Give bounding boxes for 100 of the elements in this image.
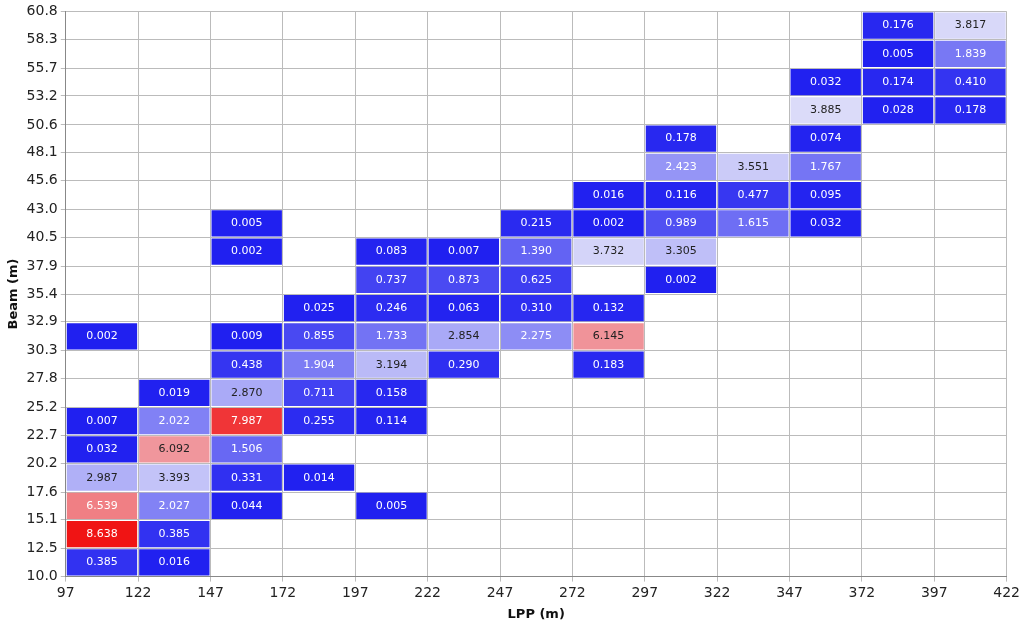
data-label: 3.305	[665, 244, 697, 258]
x-tick-label: 347	[776, 583, 803, 600]
data-label: 0.855	[303, 329, 335, 343]
data-label: 3.393	[158, 470, 191, 484]
data-label: 0.132	[592, 300, 625, 314]
data-label: 1.615	[737, 216, 770, 230]
y-tick-label: 12.5	[26, 539, 58, 556]
data-label: 0.625	[520, 272, 552, 286]
data-label: 0.438	[230, 357, 263, 371]
data-label: 6.145	[592, 329, 625, 343]
data-label: 0.989	[665, 216, 697, 230]
data-label: 0.005	[882, 46, 914, 60]
data-label: 0.255	[303, 414, 335, 428]
y-tick-label: 17.6	[26, 482, 58, 499]
x-tick-label: 147	[197, 583, 224, 600]
y-tick-label: 32.9	[26, 312, 58, 329]
data-label: 0.007	[448, 244, 480, 258]
data-label: 0.176	[882, 18, 914, 32]
y-tick-label: 45.6	[26, 171, 58, 188]
data-label: 2.022	[158, 414, 191, 428]
y-tick-label: 30.3	[26, 341, 58, 358]
data-label: 1.767	[809, 159, 842, 173]
data-label: 1.733	[375, 329, 408, 343]
y-tick-label: 53.2	[26, 86, 58, 103]
y-tick-label: 10.0	[26, 567, 58, 584]
x-tick-label: 422	[993, 583, 1021, 600]
y-tick-label: 48.1	[26, 143, 58, 160]
x-tick-label: 397	[920, 583, 948, 600]
data-label: 3.551	[737, 159, 770, 173]
data-label: 3.194	[375, 357, 408, 371]
x-tick-label: 372	[848, 583, 876, 600]
data-label: 0.009	[230, 329, 263, 343]
data-label: 2.027	[158, 498, 191, 512]
data-label: 0.007	[86, 414, 118, 428]
x-tick-label: 297	[631, 583, 659, 600]
x-tick-label: 197	[341, 583, 369, 600]
data-label: 8.638	[86, 527, 118, 541]
data-label: 0.063	[448, 300, 480, 314]
y-tick-label: 25.2	[26, 398, 58, 415]
data-label: 3.732	[592, 244, 625, 258]
x-tick-label: 322	[703, 583, 731, 600]
data-label: 0.032	[809, 74, 842, 88]
data-label: 0.005	[375, 498, 408, 512]
y-tick-label: 58.3	[26, 29, 58, 46]
data-label: 2.275	[520, 329, 552, 343]
data-label: 0.711	[303, 385, 335, 399]
data-label: 1.904	[303, 357, 335, 371]
data-label: 0.385	[158, 527, 191, 541]
x-tick-label: 122	[124, 583, 152, 600]
y-tick-label: 55.7	[26, 58, 58, 75]
data-label: 0.028	[882, 103, 914, 117]
data-label: 0.385	[86, 555, 118, 569]
y-tick-label: 15.1	[26, 510, 58, 527]
data-label: 6.092	[158, 442, 191, 456]
data-label: 0.016	[592, 187, 625, 201]
data-label: 2.423	[665, 159, 697, 173]
x-tick-label: 247	[486, 583, 514, 600]
data-label: 0.002	[665, 272, 697, 286]
y-tick-label: 35.4	[26, 284, 58, 301]
data-label: 0.331	[230, 470, 263, 484]
x-tick-label: 97	[56, 583, 75, 600]
y-tick-label: 40.5	[26, 227, 58, 244]
x-axis-title: LPP (m)	[507, 605, 565, 621]
data-label: 0.477	[737, 187, 770, 201]
x-tick-label: 272	[559, 583, 586, 600]
y-tick-label: 22.7	[26, 425, 58, 442]
data-label: 6.539	[86, 498, 118, 512]
data-label: 0.032	[86, 442, 118, 456]
data-label: 0.873	[448, 272, 480, 286]
data-label: 2.870	[230, 385, 263, 399]
data-label: 0.032	[809, 216, 842, 230]
data-label: 0.005	[230, 216, 263, 230]
data-label: 0.215	[520, 216, 552, 230]
x-tick-label: 222	[414, 583, 442, 600]
data-label: 0.246	[375, 300, 408, 314]
data-label: 0.095	[809, 187, 842, 201]
data-label: 0.114	[375, 414, 408, 428]
data-label: 0.410	[954, 74, 987, 88]
data-label: 0.737	[375, 272, 408, 286]
data-label: 3.817	[954, 18, 987, 32]
y-tick-label: 50.6	[26, 115, 58, 132]
x-tick-label: 172	[269, 583, 297, 600]
data-label: 7.987	[230, 414, 263, 428]
y-tick-label: 60.8	[26, 2, 58, 19]
data-label: 1.839	[954, 46, 987, 60]
data-label: 0.310	[520, 300, 552, 314]
data-label: 0.044	[230, 498, 263, 512]
data-label: 0.178	[665, 131, 697, 145]
data-label: 0.014	[303, 470, 335, 484]
data-label: 0.083	[375, 244, 408, 258]
y-tick-label: 37.9	[26, 256, 58, 273]
data-label: 1.506	[230, 442, 263, 456]
data-label: 2.987	[86, 470, 118, 484]
y-tick-label: 27.8	[26, 369, 58, 386]
data-label: 0.074	[809, 131, 842, 145]
y-tick-label: 20.2	[26, 453, 58, 470]
data-label: 2.854	[448, 329, 480, 343]
data-label: 0.025	[303, 300, 335, 314]
y-tick-label: 43.0	[26, 200, 58, 217]
data-label: 0.158	[375, 385, 408, 399]
